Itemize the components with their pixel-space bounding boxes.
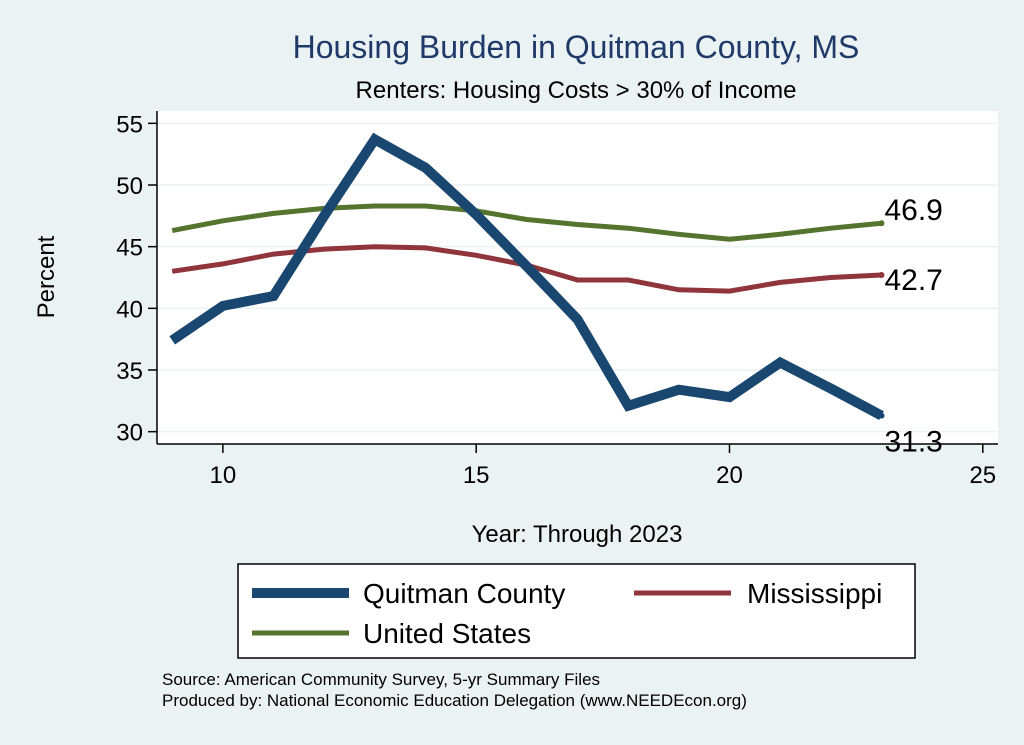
end-point-united-states [878, 220, 885, 227]
end-label-quitman: 31.3 [884, 426, 942, 459]
chart-title: Housing Burden in Quitman County, MS [293, 29, 860, 65]
end-point-mississippi [878, 272, 885, 279]
legend-box [237, 563, 916, 659]
legend-label-mississippi: Mississippi [747, 578, 882, 609]
x-axis-title: Year: Through 2023 [472, 521, 683, 548]
x-tick-label-20: 20 [716, 462, 743, 489]
grid [157, 122, 998, 433]
end-point-quitman [878, 412, 885, 419]
chart-subtitle: Renters: Housing Costs > 30% of Income [356, 77, 797, 104]
y-tick-label-50: 50 [116, 173, 143, 200]
axes: 30 35 40 45 50 55 10 15 20 25 [116, 111, 998, 489]
y-tick-label-35: 35 [116, 358, 143, 385]
series-line-quitman [169, 132, 884, 421]
end-label-mississippi: 42.7 [884, 264, 942, 297]
y-tick-label-30: 30 [116, 420, 143, 447]
legend-label-united-states: United States [363, 618, 531, 649]
end-labels: 46.9 42.7 31.3 [884, 194, 942, 458]
series-line-united-states [171, 203, 882, 242]
y-axis-title: Percent [33, 235, 60, 318]
end-label-united-states: 46.9 [884, 194, 942, 227]
y-tick-label-55: 55 [116, 111, 143, 138]
y-tick-label-40: 40 [116, 296, 143, 323]
x-tick-label-15: 15 [463, 462, 490, 489]
x-tick-label-25: 25 [969, 462, 996, 489]
x-tick-label-10: 10 [210, 462, 237, 489]
source-note: Source: American Community Survey, 5-yr … [162, 670, 600, 689]
y-tick-label-45: 45 [116, 235, 143, 262]
producer-note: Produced by: National Economic Education… [162, 691, 747, 710]
legend: Quitman County Mississippi United States [237, 563, 916, 659]
legend-label-quitman: Quitman County [363, 578, 565, 609]
series-layer [169, 132, 885, 421]
